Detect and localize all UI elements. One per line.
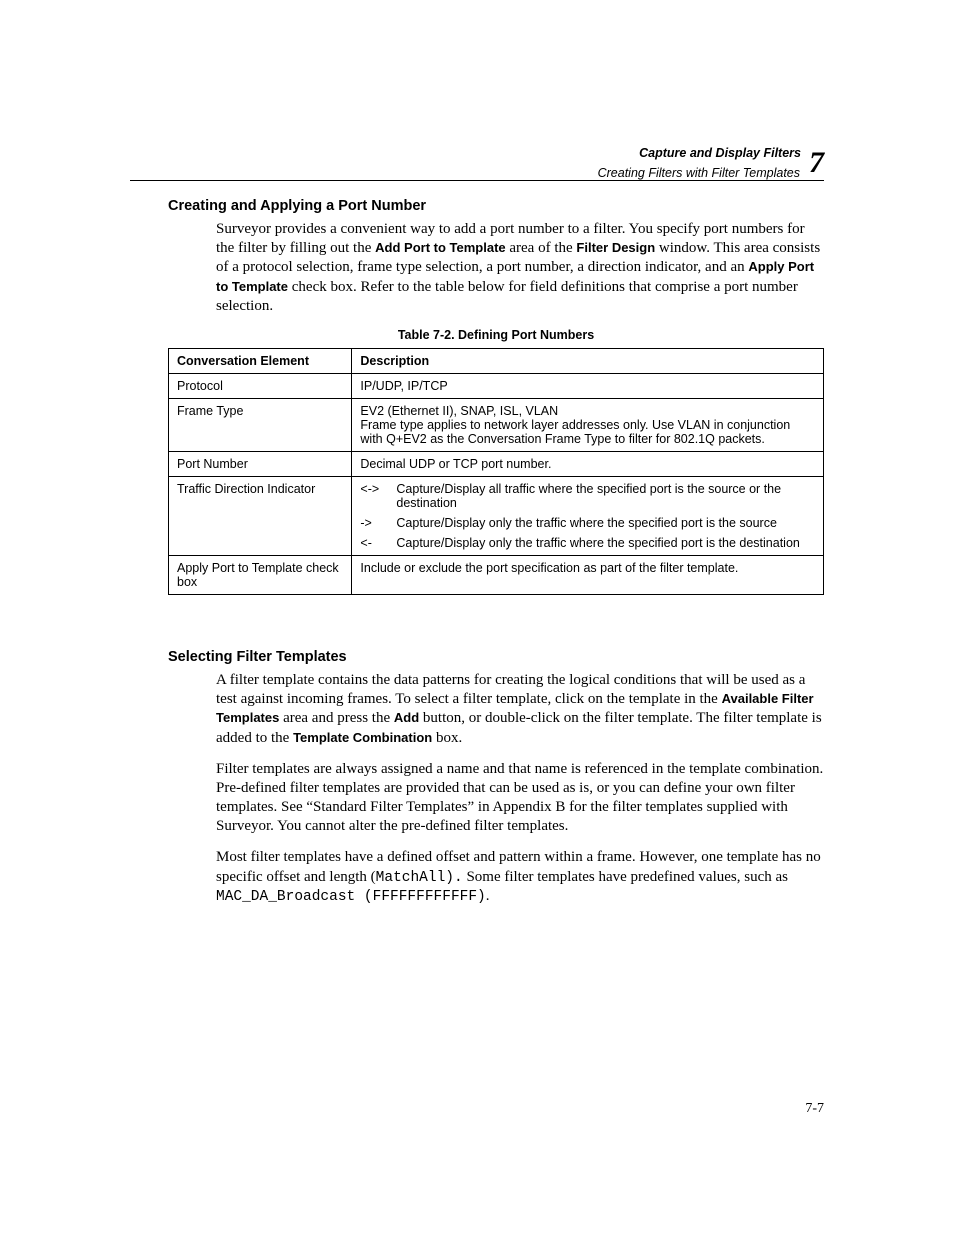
section-heading-selecting-templates: Selecting Filter Templates bbox=[168, 649, 824, 665]
text: area and press the bbox=[279, 710, 394, 726]
text: A filter template contains the data patt… bbox=[216, 672, 805, 707]
direction-row: <-> Capture/Display all traffic where th… bbox=[360, 482, 815, 510]
ui-term-add: Add bbox=[394, 710, 419, 725]
direction-text: Capture/Display all traffic where the sp… bbox=[396, 482, 815, 510]
direction-symbol: <- bbox=[360, 536, 386, 550]
text: EV2 (Ethernet II), SNAP, ISL, VLAN Frame… bbox=[360, 404, 790, 446]
direction-text: Capture/Display only the traffic where t… bbox=[396, 536, 815, 550]
table-row: Apply Port to Template check box Include… bbox=[169, 555, 824, 594]
page-number: 7-7 bbox=[805, 1101, 824, 1117]
main-content: Creating and Applying a Port Number Surv… bbox=[168, 198, 824, 907]
section2-paragraph1: A filter template contains the data patt… bbox=[216, 671, 824, 748]
ui-term-add-port: Add Port to Template bbox=[375, 240, 505, 255]
code-matchall: MatchAll). bbox=[376, 870, 463, 886]
direction-symbol: -> bbox=[360, 516, 386, 530]
section2-paragraph2: Filter templates are always assigned a n… bbox=[216, 760, 824, 837]
text: box. bbox=[432, 730, 462, 746]
section1-paragraph: Surveyor provides a convenient way to ad… bbox=[216, 220, 824, 316]
header-rule bbox=[130, 180, 824, 181]
table-cell: <-> Capture/Display all traffic where th… bbox=[352, 476, 824, 555]
text: Some filter templates have predefined va… bbox=[463, 869, 788, 885]
text: . bbox=[486, 888, 490, 904]
table-header-description: Description bbox=[352, 348, 824, 373]
port-numbers-table: Conversation Element Description Protoco… bbox=[168, 348, 824, 595]
table-cell: Port Number bbox=[169, 451, 352, 476]
direction-text: Capture/Display only the traffic where t… bbox=[396, 516, 815, 530]
table-cell: Protocol bbox=[169, 373, 352, 398]
table-cell: Decimal UDP or TCP port number. bbox=[352, 451, 824, 476]
section-heading-port-number: Creating and Applying a Port Number bbox=[168, 198, 824, 214]
ui-term-filter-design: Filter Design bbox=[576, 240, 655, 255]
section2-paragraph3: Most filter templates have a defined off… bbox=[216, 848, 824, 906]
code-mac-broadcast: MAC_DA_Broadcast (FFFFFFFFFFFF) bbox=[216, 889, 486, 905]
table-cell: EV2 (Ethernet II), SNAP, ISL, VLAN Frame… bbox=[352, 398, 824, 451]
chapter-number: 7 bbox=[809, 148, 824, 178]
direction-row: <- Capture/Display only the traffic wher… bbox=[360, 536, 815, 550]
header-title: Capture and Display Filters bbox=[639, 146, 801, 160]
table-row: Port Number Decimal UDP or TCP port numb… bbox=[169, 451, 824, 476]
table-cell: Frame Type bbox=[169, 398, 352, 451]
text: check box. Refer to the table below for … bbox=[216, 279, 798, 314]
ui-term-template-combination: Template Combination bbox=[293, 730, 432, 745]
table-row: Traffic Direction Indicator <-> Capture/… bbox=[169, 476, 824, 555]
header-subtitle: Creating Filters with Filter Templates bbox=[598, 166, 800, 180]
running-header: Capture and Display Filters 7 Creating F… bbox=[598, 138, 824, 180]
direction-symbol: <-> bbox=[360, 482, 386, 510]
table-cell: Traffic Direction Indicator bbox=[169, 476, 352, 555]
table-header-element: Conversation Element bbox=[169, 348, 352, 373]
text: area of the bbox=[506, 240, 577, 256]
direction-row: -> Capture/Display only the traffic wher… bbox=[360, 516, 815, 530]
table-row: Frame Type EV2 (Ethernet II), SNAP, ISL,… bbox=[169, 398, 824, 451]
table-cell: IP/UDP, IP/TCP bbox=[352, 373, 824, 398]
table-cell: Apply Port to Template check box bbox=[169, 555, 352, 594]
table-cell: Include or exclude the port specificatio… bbox=[352, 555, 824, 594]
page: Capture and Display Filters 7 Creating F… bbox=[0, 0, 954, 1235]
table-row: Protocol IP/UDP, IP/TCP bbox=[169, 373, 824, 398]
table-caption: Table 7-2. Defining Port Numbers bbox=[168, 328, 824, 342]
